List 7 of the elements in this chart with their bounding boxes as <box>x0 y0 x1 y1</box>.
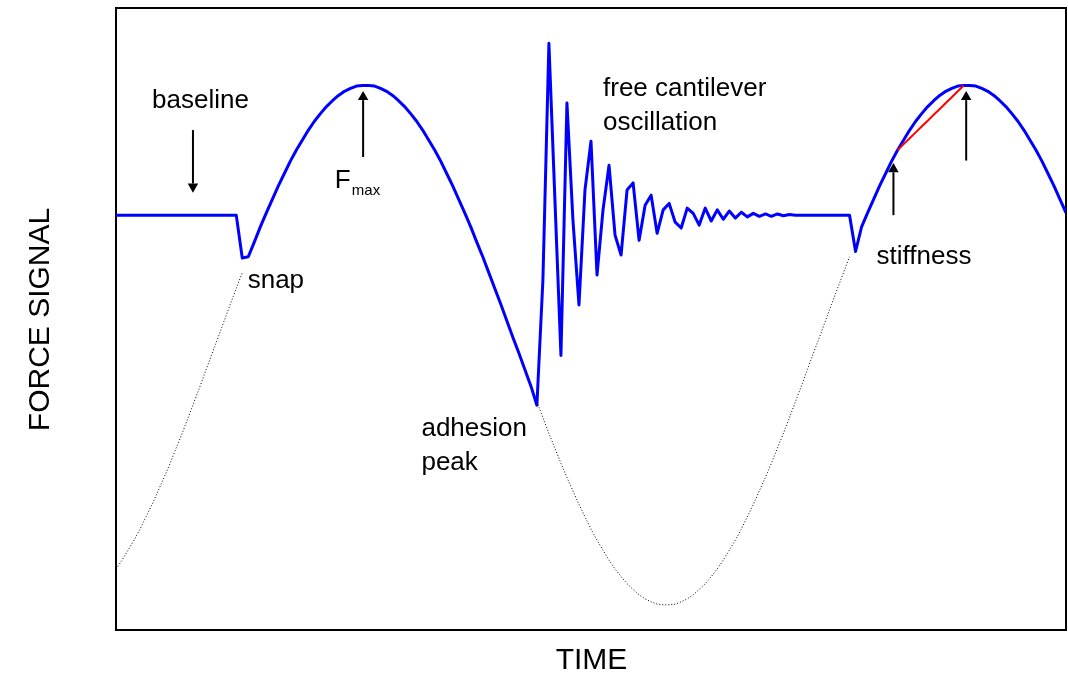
annotation: free cantilever oscillation <box>603 72 767 137</box>
x-axis-title: TIME <box>555 641 628 675</box>
annotation: adhesion peak <box>421 412 527 477</box>
y-axis-title: FORCE SIGNAL <box>21 207 55 432</box>
annotation: stiffness <box>876 240 972 271</box>
annotation: baseline <box>152 84 249 115</box>
annotation: snap <box>247 264 305 295</box>
